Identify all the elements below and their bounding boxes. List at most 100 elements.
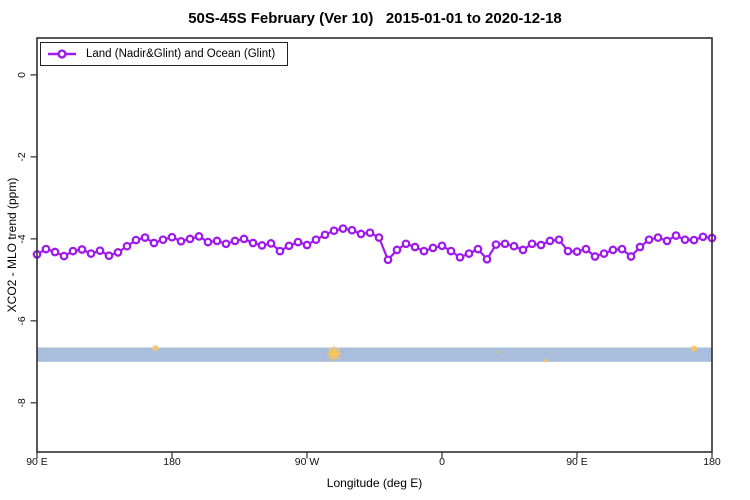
x-tick-label: 0 [439, 456, 445, 468]
series-marker [518, 245, 528, 255]
series-marker [77, 245, 87, 254]
plot-border [36, 37, 713, 453]
series-marker [311, 235, 321, 245]
series-marker [590, 252, 600, 261]
series-marker [140, 233, 150, 242]
series-marker [545, 236, 555, 246]
chart-title: 50S-45S February (Ver 10) 2015-01-01 to … [188, 10, 562, 27]
series-marker [302, 240, 312, 250]
series-marker [248, 238, 258, 248]
series-marker [653, 233, 663, 242]
series-marker [527, 239, 537, 249]
series-marker [257, 241, 267, 250]
series-marker [680, 235, 690, 245]
series-marker [428, 243, 438, 253]
series-marker [617, 244, 627, 254]
series-marker [266, 239, 276, 248]
x-tick-label: 180 [703, 456, 721, 468]
legend: Land (Nadir&Glint) and Ocean (Glint) [40, 42, 289, 66]
legend-marker-icon [48, 49, 76, 59]
flag-star-mark [689, 344, 699, 354]
series-marker [554, 235, 564, 245]
series-marker [626, 252, 636, 261]
series-marker [221, 239, 231, 249]
series-marker [275, 246, 285, 256]
y-tick-label: -8 [16, 398, 28, 408]
x-tick-label: 90 E [26, 456, 48, 468]
series-marker [473, 244, 483, 254]
series-marker [239, 234, 249, 244]
series-marker [455, 252, 465, 262]
series-marker [509, 241, 519, 251]
series-marker [338, 224, 348, 233]
series-marker [185, 234, 195, 244]
series-marker [329, 226, 339, 236]
flag-star-mark [325, 344, 343, 363]
series-marker [158, 235, 168, 245]
x-tick-label: 90 E [566, 456, 588, 468]
series-marker [500, 239, 510, 249]
series-marker [437, 241, 447, 251]
y-tick-label: -6 [16, 316, 28, 326]
series-marker [59, 251, 69, 261]
series-marker [383, 255, 393, 265]
series-marker [563, 246, 573, 256]
series-marker [50, 247, 60, 257]
series-marker [410, 242, 420, 252]
series-marker [365, 228, 375, 238]
series-marker [536, 240, 546, 250]
flag-star-mark [151, 343, 160, 353]
series-marker [122, 241, 132, 251]
series-marker [68, 246, 78, 256]
series-marker [113, 248, 123, 257]
series-marker [464, 249, 474, 258]
series-marker [401, 239, 411, 249]
series-marker [482, 254, 492, 264]
series-line [36, 227, 713, 261]
series-marker [203, 237, 213, 247]
series-marker [446, 246, 456, 256]
series-marker [176, 236, 186, 246]
series-marker [662, 236, 672, 246]
series-marker [608, 245, 618, 255]
reference-band [37, 347, 712, 362]
x-tick-label: 180 [163, 456, 181, 468]
y-tick-label: -2 [16, 152, 28, 162]
series-marker [86, 249, 96, 258]
x-tick-label: 90 W [294, 456, 320, 468]
series-marker [293, 237, 303, 247]
series-marker [671, 231, 681, 240]
x-axis-title: Longitude (deg E) [326, 476, 423, 490]
series-marker [698, 232, 708, 242]
series-marker [419, 246, 429, 256]
legend-label: Land (Nadir&Glint) and Ocean (Glint) [86, 48, 276, 60]
series-marker [572, 247, 582, 256]
series-marker [374, 233, 384, 242]
series-marker [644, 235, 654, 245]
series-marker [104, 251, 114, 261]
series-marker [167, 232, 177, 242]
y-tick-label: 0 [16, 71, 28, 78]
series-marker [212, 236, 222, 246]
series-marker [41, 244, 51, 254]
flag-star-mark [497, 350, 501, 354]
series-marker [320, 230, 330, 240]
series-marker [284, 241, 294, 251]
series-marker [149, 238, 159, 248]
series-marker [599, 249, 609, 258]
series-marker [356, 229, 366, 239]
series-marker [194, 232, 204, 241]
series-marker [230, 236, 240, 246]
series-marker [392, 245, 402, 255]
series-marker [581, 244, 591, 254]
series-marker [689, 235, 699, 245]
series-marker [491, 240, 501, 249]
series-marker [131, 235, 141, 245]
y-axis-title: XCO2 - MLO trend (ppm) [5, 177, 19, 313]
series-marker [347, 225, 357, 235]
series-marker [635, 242, 645, 252]
series-marker [95, 246, 105, 256]
flag-star-mark [543, 358, 548, 364]
